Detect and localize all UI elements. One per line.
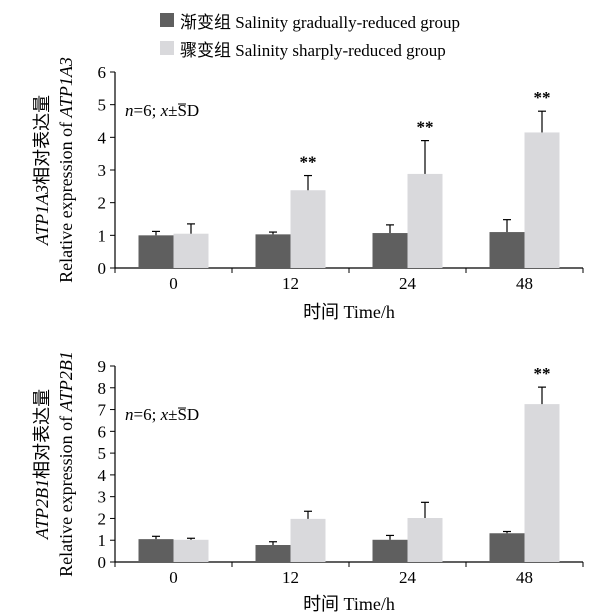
bar-series2 [173, 233, 209, 268]
y-tick-label: 8 [98, 379, 107, 398]
y-tick-label: 3 [98, 161, 107, 180]
bar-series2 [290, 518, 326, 562]
x-tick-label: 12 [282, 568, 299, 587]
legend-swatch-gradual [160, 13, 174, 27]
bar-series2 [524, 132, 560, 268]
bar-series1 [372, 539, 408, 562]
legend-swatch-sharp [160, 41, 174, 55]
y-tick-label: 7 [98, 401, 107, 420]
y-tick-label: 1 [98, 531, 107, 550]
y-axis-label-line2: Relative expression of ATP2B1 [56, 351, 76, 577]
x-tick-label: 0 [169, 274, 178, 293]
y-tick-label: 1 [98, 226, 107, 245]
x-tick-label: 0 [169, 568, 178, 587]
y-axis-label-line1: ATP2B1相对表达量 [32, 389, 52, 540]
y-tick-label: 9 [98, 357, 107, 376]
y-tick-label: 5 [98, 444, 107, 463]
bar-series1 [138, 235, 174, 268]
x-tick-label: 24 [399, 274, 417, 293]
bar-series2 [407, 173, 443, 268]
y-tick-label: 3 [98, 488, 107, 507]
x-tick-label: 12 [282, 274, 299, 293]
y-tick-label: 2 [98, 194, 107, 213]
y-axis-label-line2: Relative expression of ATP1A3 [56, 57, 76, 283]
legend-label-gradual: 渐变组 Salinity gradually-reduced group [180, 12, 460, 32]
y-tick-label: 6 [98, 63, 107, 82]
bar-series1 [138, 539, 174, 562]
x-axis-label: 时间 Time/h [303, 302, 395, 322]
x-tick-label: 48 [516, 274, 533, 293]
sample-size-annotation: n=6; x±SD [125, 405, 199, 424]
bar-series1 [255, 234, 291, 268]
chart-legend: 渐变组 Salinity gradually-reduced group 骤变组… [160, 6, 580, 62]
bar-series2 [407, 518, 443, 562]
significance-label: ** [300, 153, 317, 172]
x-axis-label: 时间 Time/h [303, 594, 395, 613]
x-tick-label: 48 [516, 568, 533, 587]
y-tick-label: 2 [98, 509, 107, 528]
y-tick-label: 5 [98, 96, 107, 115]
x-tick-label: 24 [399, 568, 417, 587]
bar-series1 [255, 545, 291, 562]
legend-label-sharp: 骤变组 Salinity sharply-reduced group [180, 40, 446, 60]
y-tick-label: 0 [98, 553, 107, 572]
legend-item-gradual: 渐变组 Salinity gradually-reduced group [160, 6, 580, 34]
sample-size-annotation: n=6; x±SD [125, 101, 199, 120]
bar-series1 [489, 533, 525, 562]
significance-label: ** [534, 364, 551, 383]
y-tick-label: 4 [98, 466, 107, 485]
y-tick-label: 4 [98, 128, 107, 147]
bar-series1 [372, 233, 408, 268]
bar-series1 [489, 232, 525, 268]
y-axis-label-line1: ATP1A3相对表达量 [32, 95, 52, 246]
significance-label: ** [417, 118, 434, 137]
legend-item-sharp: 骤变组 Salinity sharply-reduced group [160, 34, 580, 62]
y-tick-label: 6 [98, 422, 107, 441]
bar-series2 [290, 190, 326, 268]
bar-series2 [524, 404, 560, 562]
bar-series2 [173, 539, 209, 562]
significance-label: ** [534, 88, 551, 107]
y-tick-label: 0 [98, 259, 107, 278]
